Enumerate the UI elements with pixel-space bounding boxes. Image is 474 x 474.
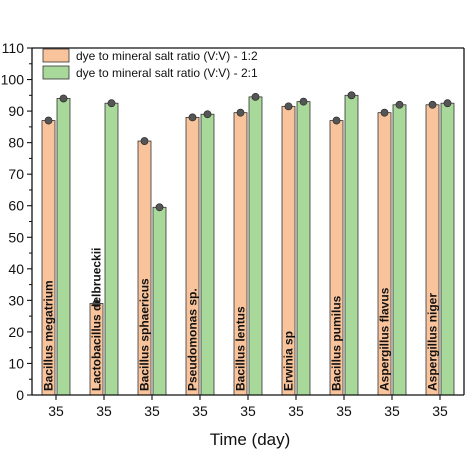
legend-label: dye to mineral salt ratio (V:V) - 2:1	[76, 66, 258, 80]
y-tick-label: 20	[8, 324, 24, 340]
bar	[344, 94, 359, 396]
legend-swatch	[42, 48, 70, 63]
x-tick-label: 35	[96, 403, 112, 419]
bar	[104, 102, 119, 396]
data-point	[59, 94, 68, 103]
category-label: Bacillus lentus	[234, 306, 248, 391]
x-tick-label: 35	[192, 403, 208, 419]
bar	[152, 206, 167, 396]
x-tick-label: 35	[288, 403, 304, 419]
data-point	[188, 113, 197, 122]
bar	[200, 113, 215, 396]
axes-layer: 0 10 20 30 40 50 60 70 80 90 100 110 35 35 35 35 35 35 35 3…	[1, 40, 465, 419]
bar	[296, 101, 311, 396]
data-point	[395, 100, 404, 109]
y-tick-label: 10	[8, 355, 24, 371]
y-tick-label: 80	[8, 135, 24, 151]
y-tick-label: 90	[8, 103, 24, 119]
data-point	[347, 91, 356, 100]
x-tick-label: 35	[144, 403, 160, 419]
data-point	[92, 299, 101, 308]
bar	[248, 96, 263, 396]
x-tick-label: 35	[48, 403, 64, 419]
data-point	[155, 203, 164, 212]
data-point	[332, 116, 341, 125]
data-point	[299, 97, 308, 106]
category-label: Bacillus megatrium	[42, 280, 56, 391]
category-label: Lactobacillus delbrueckii	[90, 248, 104, 391]
y-tick-label: 40	[8, 261, 24, 277]
category-labels-layer: Bacillus megatrium Lactobacillus delbruec…	[42, 248, 440, 391]
legend-swatch	[42, 65, 70, 80]
x-tick-label: 35	[432, 403, 448, 419]
y-tick-label: 70	[8, 166, 24, 182]
data-point	[284, 102, 293, 111]
category-label: Aspergillus niger	[426, 293, 440, 391]
bar	[392, 104, 407, 396]
legend: dye to mineral salt ratio (V:V) - 1:2 dye…	[42, 48, 258, 80]
x-tick-label: 35	[336, 403, 352, 419]
y-tick-label: 60	[8, 198, 24, 214]
data-point	[443, 99, 452, 108]
data-point	[236, 108, 245, 117]
category-label: Erwinia sp	[282, 331, 296, 391]
category-label: Bacillus pumilus	[330, 295, 344, 391]
data-point	[251, 92, 260, 101]
data-point	[140, 137, 149, 145]
data-point	[44, 116, 53, 125]
y-tick-label: 110	[2, 40, 25, 56]
category-label: Bacillus sphaericus	[138, 278, 152, 391]
x-tick-label: 35	[384, 403, 400, 419]
y-tick-label: 0	[16, 387, 24, 403]
x-axis-title: Time (day)	[210, 430, 291, 449]
data-point	[428, 100, 437, 109]
data-point	[107, 99, 116, 108]
data-point	[203, 110, 212, 119]
x-tick-label: 35	[240, 403, 256, 419]
bar	[440, 102, 455, 396]
category-label: Pseudomonas sp.	[186, 288, 200, 391]
data-point	[380, 108, 389, 117]
category-label: Aspergillus flavus	[378, 287, 392, 391]
legend-label: dye to mineral salt ratio (V:V) - 1:2	[76, 49, 258, 63]
y-tick-label: 100	[1, 72, 25, 88]
points-layer	[44, 91, 452, 308]
bars-layer	[41, 93, 455, 396]
bar	[56, 98, 71, 396]
y-tick-label: 50	[8, 229, 24, 245]
y-tick-label: 30	[8, 292, 24, 308]
